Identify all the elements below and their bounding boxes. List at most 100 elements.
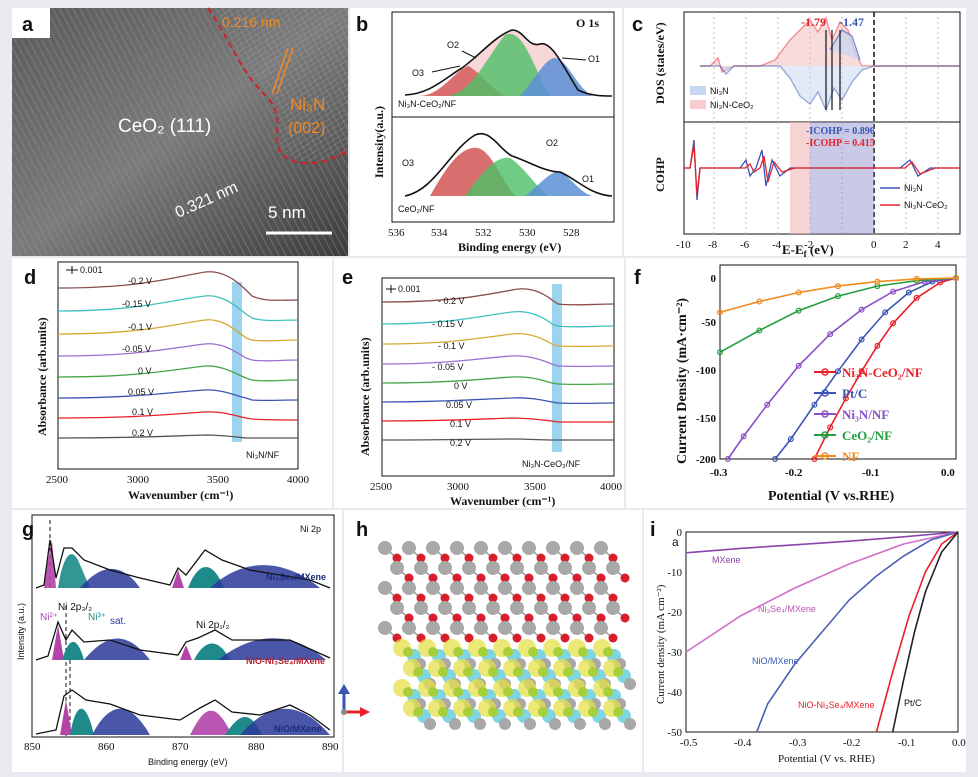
atom-ce bbox=[510, 601, 524, 615]
legend-marker bbox=[821, 368, 829, 376]
xps-xticks: 536 534 532 530 528 bbox=[388, 227, 580, 239]
atom-o bbox=[584, 593, 594, 603]
legend-marker bbox=[821, 452, 829, 460]
data-point bbox=[827, 331, 834, 338]
svg-text:-2: -2 bbox=[804, 239, 813, 251]
atom-ce bbox=[498, 581, 512, 595]
svg-text:0: 0 bbox=[871, 239, 877, 251]
i-label-nio-ni3se4: NiO-Ni₃Se₄/MXene bbox=[798, 700, 874, 710]
legend-label: NF bbox=[842, 449, 859, 464]
svg-text:0 V: 0 V bbox=[138, 366, 152, 376]
data-point bbox=[795, 289, 802, 296]
data-point bbox=[811, 401, 818, 408]
atom-ce bbox=[402, 621, 416, 635]
atom-ce bbox=[594, 621, 608, 635]
atom-ce bbox=[558, 601, 572, 615]
scale-label: 5 nm bbox=[268, 203, 306, 222]
atom-ce bbox=[426, 621, 440, 635]
atom-ni bbox=[578, 687, 588, 697]
atom-o bbox=[428, 573, 438, 583]
axis-indicator bbox=[338, 684, 370, 717]
atom-ni bbox=[528, 647, 538, 657]
atom-o bbox=[572, 613, 582, 623]
f-legend: Ni₃N-CeO₂/NF Pt/C Ni₃N/NF CeO₂/NF NF bbox=[814, 365, 923, 464]
cohp-legend-1: Ni₃N bbox=[904, 183, 923, 193]
atom-ni bbox=[553, 647, 563, 657]
atom-ni bbox=[588, 707, 598, 717]
cohp-legend-2: Ni₃N-CeO₂ bbox=[904, 200, 948, 210]
i-label-ni3se4: Ni₃Se₄/MXene bbox=[758, 604, 816, 614]
atom bbox=[599, 718, 611, 730]
atom-o bbox=[464, 633, 474, 643]
potential-labels-e: - 0.2 V - 0.15 V - 0.1 V - 0.05 V 0 V 0.… bbox=[432, 296, 472, 448]
data-point bbox=[952, 275, 959, 282]
atom-ce bbox=[450, 541, 464, 555]
atom-o bbox=[548, 573, 558, 583]
svg-text:0.0: 0.0 bbox=[941, 467, 955, 479]
panel-label-f: f bbox=[634, 267, 641, 289]
series-line-2 bbox=[727, 277, 957, 460]
svg-text:0: 0 bbox=[711, 273, 717, 285]
panel-label-b: b bbox=[356, 14, 368, 36]
atom bbox=[499, 718, 511, 730]
atom-ce bbox=[462, 601, 476, 615]
icohp-2: -ICOHP = 0.415 bbox=[806, 138, 875, 149]
atom-o bbox=[572, 573, 582, 583]
atom-o bbox=[416, 553, 426, 563]
atom-ni bbox=[553, 687, 563, 697]
atom-ni bbox=[603, 647, 613, 657]
atom-o bbox=[440, 633, 450, 643]
atom-ce bbox=[498, 621, 512, 635]
series-line-4 bbox=[719, 277, 957, 314]
e-xticks: 2500 3000 3500 4000 bbox=[370, 481, 623, 493]
svg-text:O3: O3 bbox=[412, 68, 424, 78]
g-annot-2p32: Ni 2p₃/₂ bbox=[58, 602, 92, 613]
atom-ni bbox=[588, 667, 598, 677]
atom bbox=[624, 718, 636, 730]
phase-label: Ni₃N bbox=[290, 95, 325, 114]
atom-ni bbox=[538, 667, 548, 677]
i-ylabel: Current density (mA cm⁻²) bbox=[655, 584, 667, 704]
svg-text:-0.3: -0.3 bbox=[710, 467, 728, 479]
data-point bbox=[827, 424, 834, 431]
e-sample: Ni₃N-CeO₂/NF bbox=[522, 459, 581, 469]
series-line-4 bbox=[891, 531, 959, 733]
panel-c: c -1.79 -1.47 Ni₃N Ni₃N-CeO₂ -ICOHP = 0.… bbox=[624, 8, 966, 259]
legend-label: Ni₃N-CeO₂/NF bbox=[842, 365, 923, 380]
atom-ce bbox=[414, 601, 428, 615]
data-point bbox=[890, 320, 897, 327]
atom-ce bbox=[546, 621, 560, 635]
svg-text:0.1 V: 0.1 V bbox=[132, 407, 153, 417]
data-point bbox=[834, 293, 841, 300]
data-point bbox=[913, 275, 920, 282]
atom-ce bbox=[378, 581, 392, 595]
svg-text:-100: -100 bbox=[696, 365, 717, 377]
svg-text:4000: 4000 bbox=[287, 474, 310, 486]
atom-ce bbox=[606, 601, 620, 615]
atom-o bbox=[560, 593, 570, 603]
g-sample-1: Ni₃Se₄/MXene bbox=[266, 572, 326, 582]
atom-o bbox=[488, 633, 498, 643]
atom-ce bbox=[390, 601, 404, 615]
i-series-group bbox=[685, 531, 959, 733]
data-point bbox=[882, 309, 889, 316]
i-label-ptc: Pt/C bbox=[904, 698, 922, 708]
atom-ce bbox=[438, 601, 452, 615]
atom-ni bbox=[463, 667, 473, 677]
svg-text:-50: -50 bbox=[667, 727, 682, 739]
sample-top: Ni₃N-CeO₂/NF bbox=[398, 99, 457, 109]
svg-text:890: 890 bbox=[322, 741, 339, 753]
atom-o bbox=[452, 573, 462, 583]
legend-marker bbox=[821, 389, 829, 397]
xps-ylabel: Intensity(a.u.) bbox=[372, 106, 386, 178]
atom-o bbox=[440, 553, 450, 563]
data-point bbox=[842, 395, 849, 402]
atom-ce bbox=[510, 561, 524, 575]
atom bbox=[449, 718, 461, 730]
atom-ce bbox=[486, 601, 500, 615]
i-corner-label: a bbox=[672, 535, 679, 549]
svg-text:4000: 4000 bbox=[600, 481, 623, 493]
dband-center-2: -1.47 bbox=[839, 15, 864, 29]
svg-text:4: 4 bbox=[935, 239, 941, 251]
svg-text:0.0: 0.0 bbox=[952, 737, 966, 749]
